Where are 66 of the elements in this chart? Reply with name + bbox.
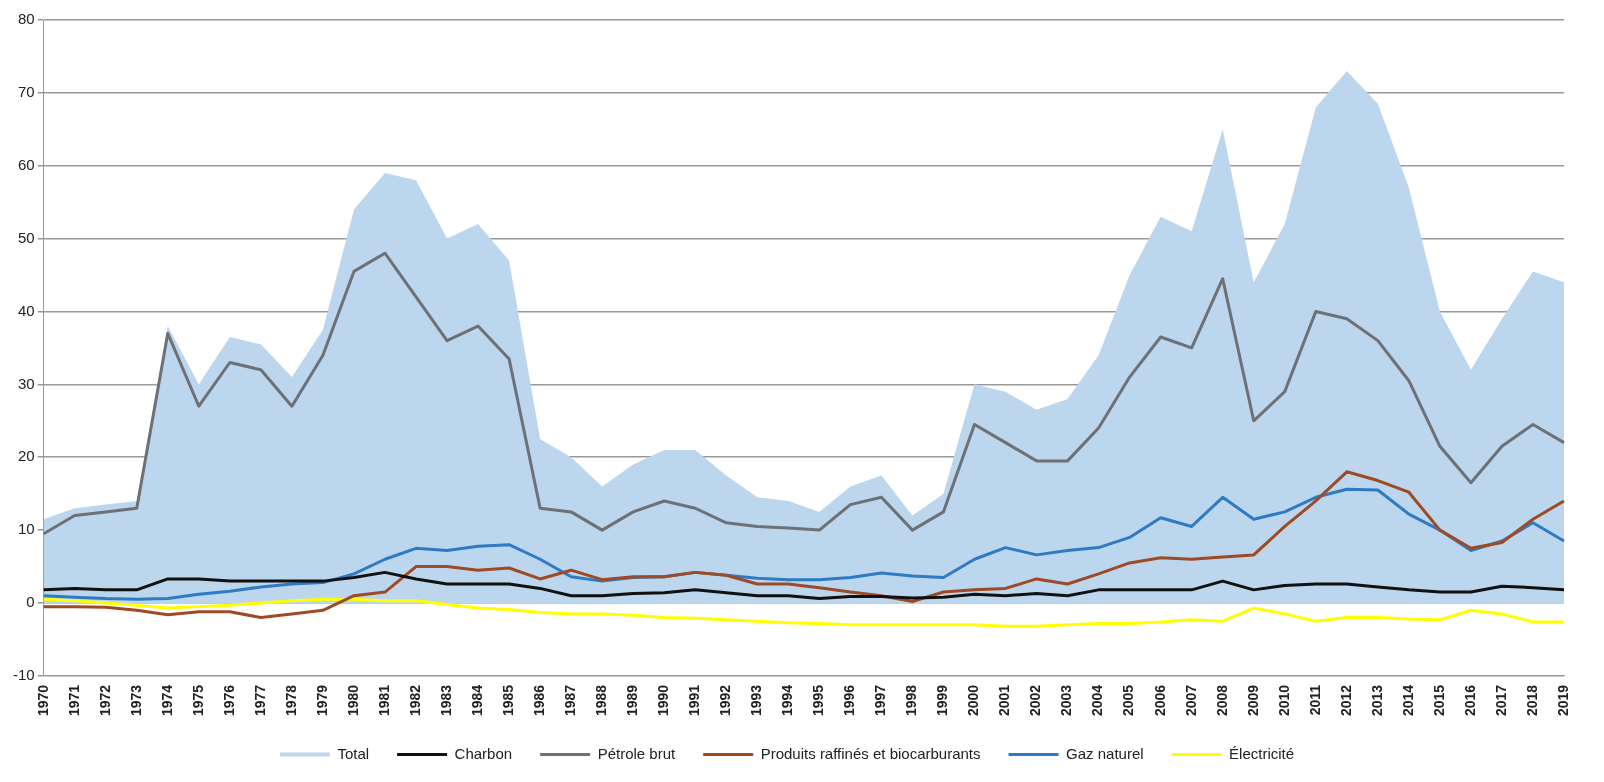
x-tick-label: 1998: [903, 684, 920, 717]
y-tick-label: 30: [17, 374, 35, 392]
x-tick-label: 2003: [1058, 684, 1075, 717]
legend-label: Gaz naturel: [1066, 744, 1144, 762]
x-tick-label: 1993: [748, 684, 765, 717]
x-tick-label: 1984: [468, 684, 485, 717]
legend-label: Total: [337, 744, 370, 762]
x-tick-label: 1991: [686, 684, 703, 717]
y-tick-label: 50: [17, 228, 35, 246]
x-tick-label: 1979: [313, 684, 330, 717]
x-tick-label: 2008: [1213, 684, 1230, 717]
y-tick-label: 70: [17, 83, 35, 101]
x-tick-label: 2009: [1244, 684, 1261, 717]
x-tick-label: 1990: [655, 684, 672, 717]
y-tick-label: 20: [17, 447, 35, 465]
x-tick-label: 1976: [220, 684, 237, 717]
x-tick-label: 1970: [34, 684, 51, 717]
x-tick-label: 2007: [1182, 684, 1199, 717]
x-tick-label: 1983: [437, 684, 454, 717]
legend-label: Produits raffinés et biocarburants: [760, 744, 981, 762]
y-tick-label: -10: [12, 666, 35, 683]
x-tick-label: 1977: [251, 684, 268, 717]
x-tick-label: 1997: [872, 684, 889, 717]
x-tick-label: 1989: [624, 684, 641, 717]
x-tick-label: 1994: [779, 684, 796, 717]
x-tick-label: 2013: [1368, 684, 1385, 717]
x-tick-label: 2012: [1337, 684, 1354, 717]
x-tick-label: 1996: [841, 684, 858, 717]
y-tick-label: 10: [17, 520, 35, 538]
x-tick-label: 1982: [406, 684, 423, 717]
x-tick-label: 1987: [562, 684, 578, 717]
x-tick-label: 1978: [282, 684, 299, 717]
x-tick-label: 1980: [344, 684, 361, 717]
x-tick-label: 2011: [1306, 684, 1323, 716]
legend-label: Charbon: [454, 744, 513, 762]
x-tick-label: 2019: [1554, 684, 1571, 717]
y-tick-label: 60: [17, 155, 35, 173]
x-tick-label: 1981: [375, 684, 392, 717]
x-tick-label: 2015: [1430, 684, 1447, 717]
x-tick-label: 1992: [717, 684, 734, 717]
x-tick-label: 1973: [127, 684, 144, 717]
x-tick-label: 1974: [158, 684, 175, 717]
x-tick-label: 2002: [1027, 684, 1044, 717]
x-tick-label: 2004: [1089, 684, 1106, 717]
legend-label: Électricité: [1229, 744, 1295, 762]
x-tick-label: 1988: [593, 684, 610, 717]
x-tick-label: 1985: [499, 684, 516, 717]
x-tick-label: 2000: [965, 684, 982, 717]
x-tick-label: 1986: [530, 684, 547, 717]
x-tick-label: 2017: [1492, 684, 1509, 717]
x-tick-label: 1971: [65, 684, 82, 717]
x-tick-label: 2018: [1523, 684, 1540, 717]
x-tick-label: 2016: [1461, 684, 1478, 717]
x-tick-label: 1999: [934, 684, 951, 717]
x-tick-label: 1972: [96, 684, 113, 717]
x-tick-label: 2010: [1275, 684, 1292, 717]
y-tick-label: 80: [17, 10, 35, 28]
x-tick-label: 2014: [1399, 684, 1416, 717]
legend-label: Pétrole brut: [597, 744, 677, 762]
x-tick-label: 2001: [996, 684, 1013, 717]
y-tick-label: 40: [17, 301, 35, 319]
x-tick-label: 2005: [1120, 684, 1137, 717]
x-tick-label: 2006: [1151, 684, 1168, 717]
x-tick-label: 1995: [810, 684, 827, 717]
x-tick-label: 1975: [189, 684, 206, 717]
y-tick-label: 0: [26, 593, 35, 611]
